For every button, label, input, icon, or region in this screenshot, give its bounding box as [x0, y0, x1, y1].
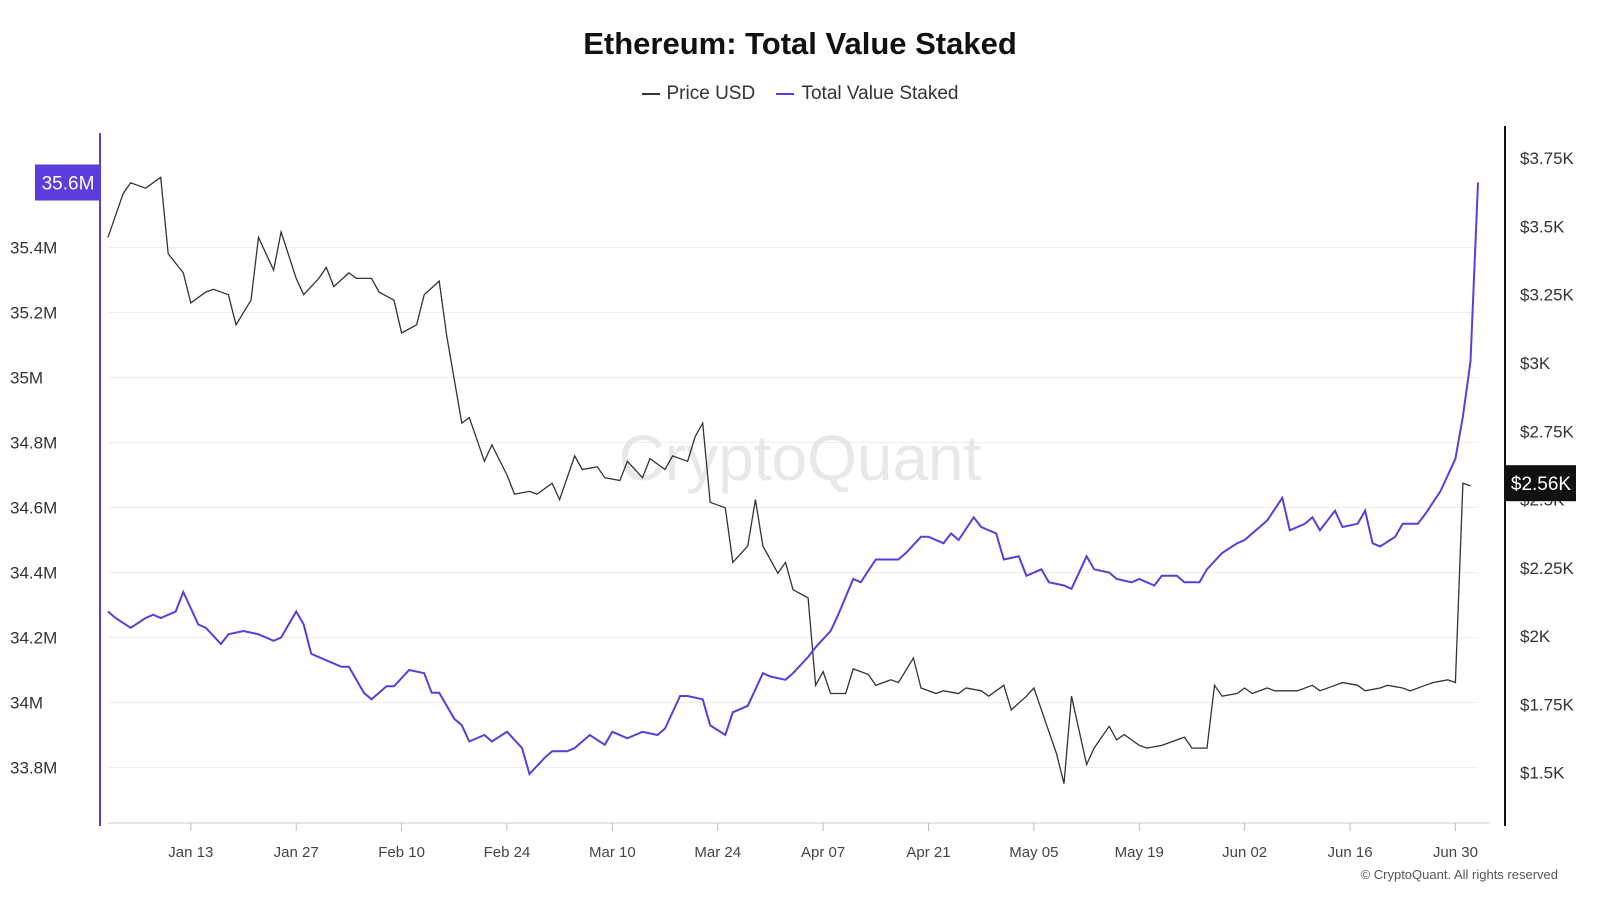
x-tick-label: Jun 02 [1222, 844, 1267, 861]
watermark: CryptoQuant [619, 422, 982, 494]
legend-label-staked: Total Value Staked [801, 83, 959, 104]
right-tick-label: $3.25K [1520, 286, 1575, 305]
legend-swatch-price [641, 93, 660, 95]
right-current-value-badge [1506, 465, 1576, 502]
left-tick-label: 35M [10, 369, 43, 388]
left-tick-label: 35.2M [10, 304, 57, 323]
right-tick-label: $1.75K [1520, 695, 1575, 714]
right-tick-label: $3K [1520, 354, 1551, 373]
copyright-footer: © CryptoQuant. All rights reserved [1360, 867, 1558, 882]
right-tick-label: $1.5K [1520, 764, 1565, 783]
total-value-staked-line [107, 182, 1479, 776]
x-tick-label: Feb 10 [378, 844, 425, 861]
x-tick-label: Jun 16 [1328, 844, 1373, 861]
legend: Price USD Total Value Staked [0, 79, 1600, 105]
x-tick-label: May 05 [1009, 844, 1058, 861]
right-tick-label: $2.25K [1520, 559, 1575, 578]
right-tick-label: $2K [1520, 627, 1551, 646]
legend-item-staked[interactable]: Total Value Staked [776, 83, 959, 105]
left-y-ticks: 33.8M 34M 34.2M 34.4M 34.6M 34.8M 35M 35.2M 35.4… [10, 239, 57, 778]
left-tick-label: 35.4M [10, 239, 57, 258]
x-tick-label: Apr 07 [801, 844, 845, 861]
price-usd-line [107, 176, 1471, 784]
grid-lines [108, 247, 1478, 768]
left-tick-label: 33.8M [10, 759, 57, 778]
x-tick-label: May 19 [1115, 844, 1164, 861]
legend-swatch-staked [776, 93, 795, 95]
left-tick-label: 34M [10, 694, 43, 713]
left-tick-label: 34.8M [10, 434, 57, 453]
right-tick-label: $3.75K [1520, 149, 1575, 168]
x-tick-label: Jun 30 [1433, 844, 1478, 861]
x-ticks: Jan 13 Jan 27 Feb 10 Feb 24 Mar 10 Mar 24 Apr … [168, 823, 1478, 861]
x-tick-label: Jan 13 [168, 844, 213, 861]
left-tick-label: 34.2M [10, 629, 57, 648]
chart-title: Ethereum: Total Value Staked [583, 26, 1017, 61]
value-badges: 35.6M $2.56K [35, 164, 1576, 502]
right-current-value-label: $2.56K [1511, 474, 1572, 495]
x-tick-label: Apr 21 [906, 844, 950, 861]
x-tick-label: Mar 24 [694, 844, 741, 861]
left-current-value-label: 35.6M [42, 174, 95, 195]
x-tick-label: Mar 10 [589, 844, 636, 861]
right-tick-label: $3.5K [1520, 217, 1565, 236]
legend-label-price: Price USD [666, 83, 756, 104]
left-current-value-badge [35, 164, 101, 201]
left-tick-label: 34.6M [10, 499, 57, 518]
right-tick-label: $2.75K [1520, 422, 1575, 441]
left-tick-label: 34.4M [10, 564, 57, 583]
x-tick-label: Jan 27 [274, 844, 319, 861]
x-tick-label: Feb 24 [484, 844, 531, 861]
legend-item-price[interactable]: Price USD [641, 83, 756, 105]
